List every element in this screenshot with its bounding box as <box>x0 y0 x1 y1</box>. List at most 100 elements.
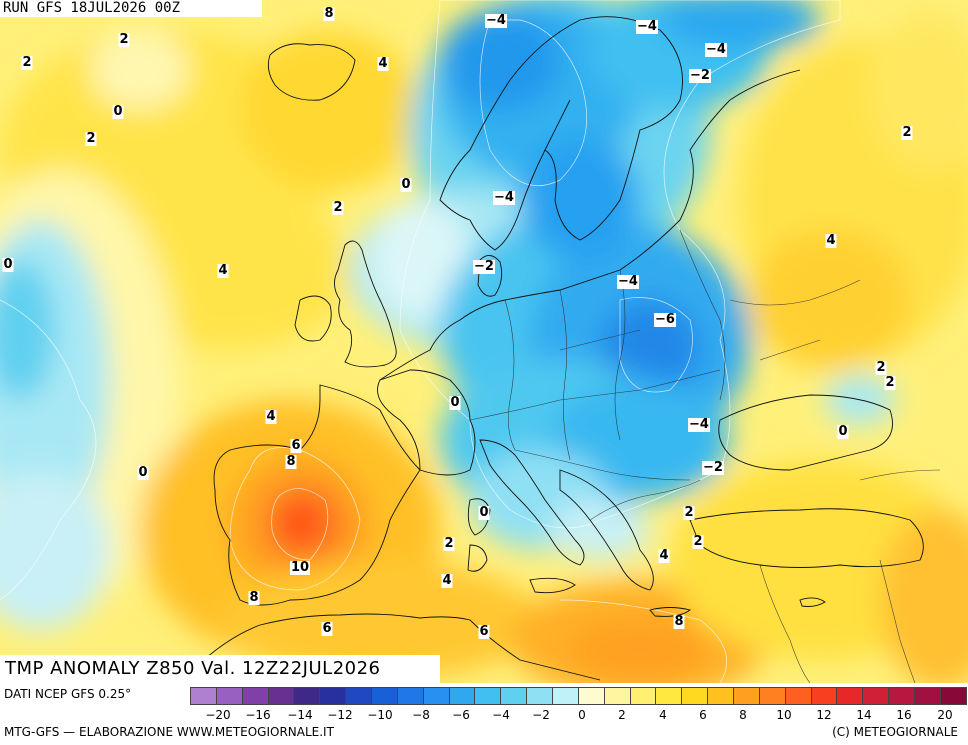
coastlines <box>179 16 924 683</box>
isoline-label: 0 <box>112 104 124 119</box>
isoline-label: 4 <box>441 573 453 588</box>
colorbar-tick-label: 14 <box>856 708 872 722</box>
colorbar-tick-label: 20 <box>937 708 953 722</box>
colorbar-swatch <box>603 687 631 705</box>
colorbar-swatch <box>190 687 217 705</box>
colorbar-swatch <box>707 687 735 705</box>
isoline-label: 6 <box>321 621 333 636</box>
colorbar-ticks: −20 −16 −14 −12 −10 −8 −6 −4 −2 0 2 4 6 8 10 12 14 16 20 <box>190 708 966 724</box>
isoline-label: 6 <box>290 438 302 453</box>
colorbar-tick-label: 10 <box>776 708 792 722</box>
colorbar-swatch <box>784 687 812 705</box>
isoline-label: 2 <box>118 32 130 47</box>
isoline-label: 2 <box>683 505 695 520</box>
isoline-label: −4 <box>636 19 658 34</box>
colorbar-swatch <box>396 687 424 705</box>
colorbar-tick-label: −16 <box>245 708 271 722</box>
isoline-label: −2 <box>702 460 724 475</box>
isoline-label: 0 <box>2 257 14 272</box>
isoline-label: 2 <box>85 131 97 146</box>
isoline-label: −4 <box>705 42 727 57</box>
isoline-label: 4 <box>217 263 229 278</box>
isoline-label: 2 <box>332 200 344 215</box>
isoline-label: −6 <box>654 312 676 327</box>
isoline-label: 4 <box>825 233 837 248</box>
colorbar-swatch <box>371 687 398 705</box>
colorbar-tick-label: −12 <box>327 708 353 722</box>
isoline-label: −2 <box>689 68 711 83</box>
isoline-label: −4 <box>688 417 710 432</box>
isoline-label: 0 <box>449 395 461 410</box>
colorbar-swatch <box>422 687 450 705</box>
isoline-label: 4 <box>377 56 389 71</box>
colorbar-swatch <box>629 687 657 705</box>
colorbar-swatch <box>215 687 243 705</box>
isoline-label: −2 <box>473 259 495 274</box>
colorbar-swatch <box>655 687 683 705</box>
country-borders <box>469 229 941 683</box>
isoline-label: 4 <box>265 409 277 424</box>
isoline-label: 0 <box>400 177 412 192</box>
colorbar-tick-label: −14 <box>287 708 313 722</box>
colorbar-swatch <box>914 687 941 705</box>
colorbar-tick-label: −6 <box>452 708 470 722</box>
colorbar-tick-label: 12 <box>816 708 832 722</box>
colorbar-tick-label: −8 <box>412 708 430 722</box>
isoline-label: −4 <box>485 13 507 28</box>
colorbar-swatch <box>552 687 579 705</box>
colorbar-swatch <box>500 687 528 705</box>
colorbar-tick-label: −2 <box>532 708 550 722</box>
colorbar-swatch <box>733 687 760 705</box>
colorbar-tick-label: −10 <box>367 708 393 722</box>
colorbar-swatch <box>888 687 916 705</box>
colorbar-swatch <box>345 687 373 705</box>
colorbar-tick-label: 0 <box>578 708 586 722</box>
credit-left: MTG-GFS — ELABORAZIONE WWW.METEOGIORNALE… <box>4 725 334 739</box>
footer: DATI NCEP GFS 0.25° −20 −16 −14 −12 −10 −8 −6−… <box>0 683 968 745</box>
data-source-label: DATI NCEP GFS 0.25° <box>4 687 132 701</box>
isoline-label: 8 <box>248 590 260 605</box>
credit-right: (C) METEOGIORNALE <box>832 725 958 739</box>
colorbar-swatch <box>293 687 321 705</box>
isoline-label: 10 <box>289 560 311 575</box>
isoline-label: 2 <box>901 125 913 140</box>
isoline-label: 6 <box>478 624 490 639</box>
colorbar-swatch <box>758 687 786 705</box>
colorbar-swatch <box>939 687 967 705</box>
colorbar-swatch <box>577 687 605 705</box>
colorbar-swatch <box>267 687 295 705</box>
isoline-label: 8 <box>285 454 297 469</box>
temperature-anomaly-map: 8 2 2 4 0 2 −4 −4 −4 −2 2 0 2 −4 0 4 −2 4 −4 −6 2 2 4 0 6 8 0 0 −4 −2… <box>0 0 968 683</box>
colorbar-swatch <box>526 687 554 705</box>
colorbar-tick-label: 16 <box>896 708 912 722</box>
colorbar-swatch <box>836 687 864 705</box>
isoline-label: 2 <box>884 375 896 390</box>
isoline-label: 0 <box>837 424 849 439</box>
isoline-label: 4 <box>658 548 670 563</box>
isoline-label: −4 <box>493 190 515 205</box>
isoline-label: 0 <box>137 465 149 480</box>
isoline-label: 2 <box>692 534 704 549</box>
isoline-label: 2 <box>875 360 887 375</box>
colorbar-swatch <box>474 687 502 705</box>
isoline-label: −4 <box>617 274 639 289</box>
colorbar-tick-label: −20 <box>205 708 231 722</box>
isoline-label: 8 <box>323 6 335 21</box>
isoline-label: 0 <box>478 505 490 520</box>
colorbar-tick-label: 6 <box>699 708 707 722</box>
isoline-label: 8 <box>673 614 685 629</box>
colorbar-tick-label: 8 <box>739 708 747 722</box>
map-title: TMP ANOMALY Z850 Val. 12Z22JUL2026 <box>0 655 440 683</box>
colorbar-tick-label: 2 <box>618 708 626 722</box>
colorbar-tick-label: −4 <box>492 708 510 722</box>
isoline-label: 2 <box>443 536 455 551</box>
colorbar-swatch <box>448 687 476 705</box>
colorbar-swatch <box>319 687 347 705</box>
colorbar-tick-label: 4 <box>659 708 667 722</box>
run-label: RUN GFS 18JUL2026 00Z <box>0 0 262 17</box>
anomaly-field <box>0 0 968 683</box>
colorbar-swatch <box>810 687 838 705</box>
colorbar <box>190 687 967 705</box>
colorbar-swatch <box>862 687 890 705</box>
isoline-label: 2 <box>21 55 33 70</box>
